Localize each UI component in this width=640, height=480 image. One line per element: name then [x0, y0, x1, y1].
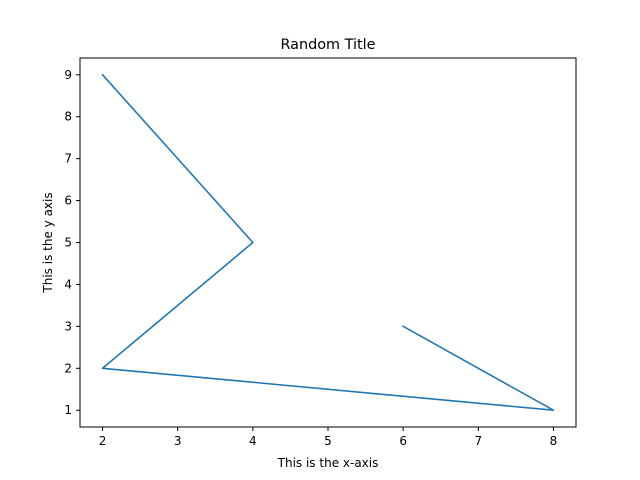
x-tick-label: 8 [550, 434, 558, 448]
y-axis-label: This is the y axis [41, 192, 55, 293]
x-tick-label: 7 [474, 434, 482, 448]
chart-title: Random Title [281, 37, 376, 53]
y-tick-label: 4 [64, 277, 72, 291]
x-tick-label: 6 [399, 434, 407, 448]
x-tick-label: 3 [174, 434, 182, 448]
series-line-1 [101, 73, 555, 412]
x-tick-label: 4 [249, 434, 257, 448]
y-tick-label: 7 [64, 152, 72, 166]
x-axis-label: This is the x-axis [277, 456, 379, 470]
y-tick-label: 1 [64, 403, 72, 417]
y-tick-label: 6 [64, 194, 72, 208]
plot-frame [79, 57, 577, 428]
y-tick-label: 3 [64, 319, 72, 333]
x-tick-label: 2 [99, 434, 107, 448]
y-tick-label: 2 [64, 361, 72, 375]
y-tick-label: 8 [64, 110, 72, 124]
x-tick-label: 5 [324, 434, 332, 448]
y-tick-label: 5 [64, 236, 72, 250]
y-tick-label: 9 [64, 68, 72, 82]
